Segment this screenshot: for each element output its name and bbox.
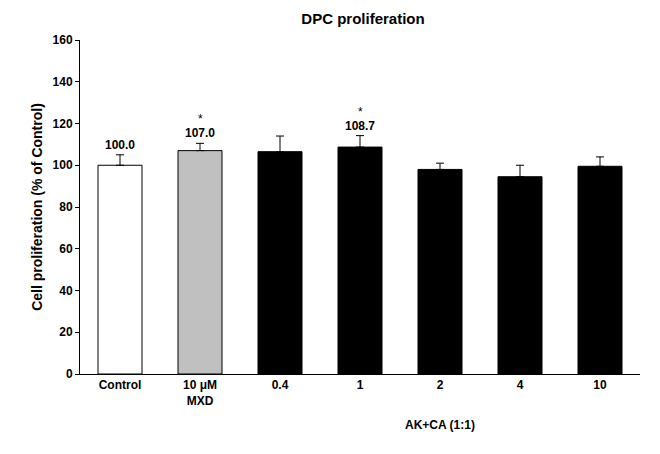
svg-text:100.0: 100.0 <box>105 138 135 152</box>
svg-text:AK+CA (1:1): AK+CA (1:1) <box>405 418 475 432</box>
svg-text:10: 10 <box>593 378 607 392</box>
svg-text:108.7: 108.7 <box>345 119 375 133</box>
svg-text:0.4: 0.4 <box>272 378 289 392</box>
svg-text:160: 160 <box>53 33 73 47</box>
svg-text:Control: Control <box>99 378 142 392</box>
svg-text:0: 0 <box>66 367 73 381</box>
svg-text:40: 40 <box>59 284 73 298</box>
svg-text:60: 60 <box>59 242 73 256</box>
svg-text:1: 1 <box>357 378 364 392</box>
svg-text:10 μMMXD: 10 μMMXD <box>183 378 217 408</box>
svg-text:2: 2 <box>437 378 444 392</box>
svg-text:100: 100 <box>53 158 73 172</box>
svg-text:*: * <box>358 105 363 119</box>
svg-text:20: 20 <box>59 325 73 339</box>
svg-text:80: 80 <box>59 200 73 214</box>
svg-text:*: * <box>198 112 203 126</box>
svg-text:4: 4 <box>517 378 524 392</box>
svg-text:DPC proliferation: DPC proliferation <box>301 10 424 27</box>
svg-text:140: 140 <box>53 75 73 89</box>
svg-text:Cell proliferation (% of Contr: Cell proliferation (% of Control) <box>29 103 45 311</box>
svg-text:107.0: 107.0 <box>185 126 215 140</box>
svg-text:120: 120 <box>53 117 73 131</box>
